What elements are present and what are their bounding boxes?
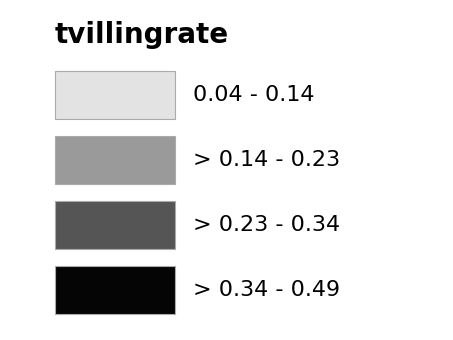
- Bar: [55, 71, 175, 119]
- Bar: [55, 266, 175, 314]
- Text: > 0.23 - 0.34: > 0.23 - 0.34: [193, 215, 340, 235]
- Bar: [55, 201, 175, 249]
- Text: 0.04 - 0.14: 0.04 - 0.14: [193, 85, 314, 105]
- Text: tvillingrate: tvillingrate: [55, 21, 229, 49]
- Text: > 0.34 - 0.49: > 0.34 - 0.49: [193, 280, 340, 300]
- Text: > 0.14 - 0.23: > 0.14 - 0.23: [193, 150, 340, 170]
- Bar: [55, 136, 175, 184]
